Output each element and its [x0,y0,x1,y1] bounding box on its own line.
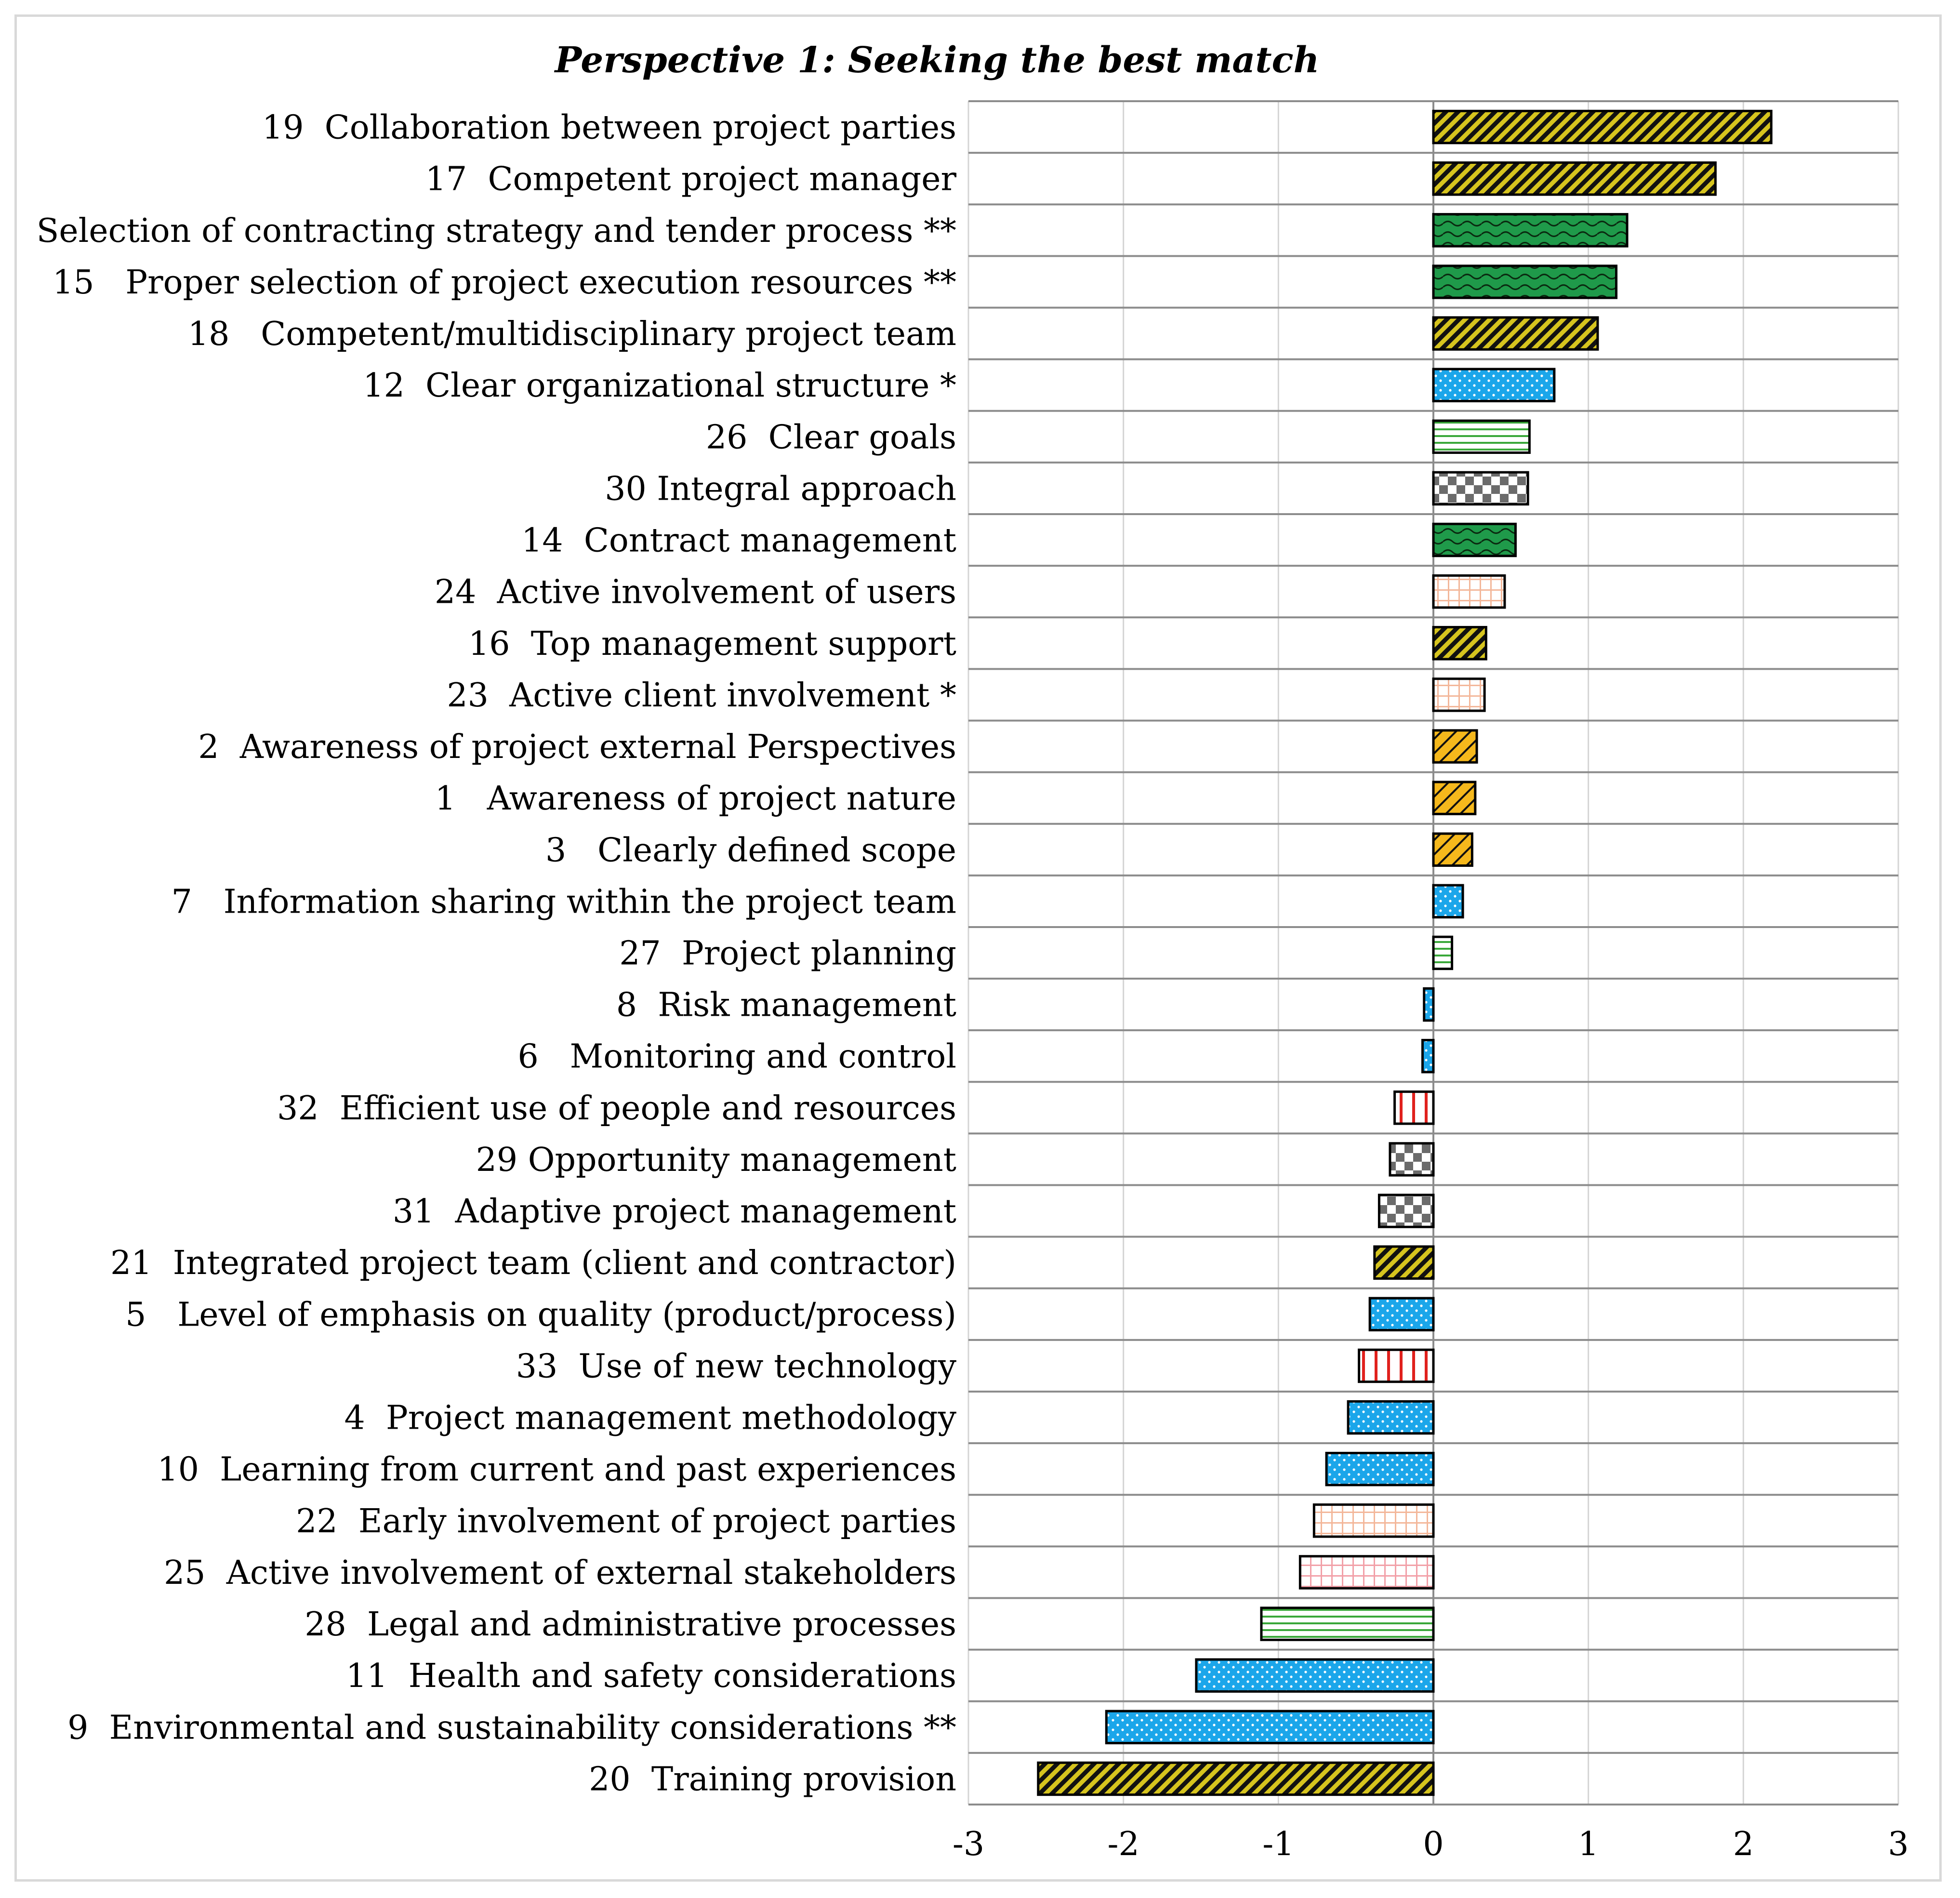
bar [1432,677,1486,712]
bar [1325,1452,1435,1487]
x-tick-label: 0 [1423,1825,1444,1863]
bar [1037,1761,1435,1796]
bar [1377,1194,1435,1228]
bar [1105,1710,1435,1745]
category-label: 2 Awareness of project external Perspect… [198,728,956,766]
bar [1432,935,1454,970]
category-label: 9 Environmental and sustainability consi… [67,1709,956,1747]
category-label: 30 Integral approach [605,470,956,508]
category-label: 19 Collaboration between project parties [262,109,956,147]
category-label: 3 Clearly defined scope [545,831,956,869]
category-label: 21 Integrated project team (client and c… [110,1244,956,1282]
bar [1373,1245,1435,1280]
x-tick-label: -1 [1262,1825,1294,1863]
category-label: 23 Active client involvement * [447,677,956,715]
category-label: 28 Legal and administrative processes [305,1606,956,1644]
bar [1423,987,1435,1022]
bar [1312,1503,1435,1538]
x-tick-label: 1 [1578,1825,1599,1863]
category-label: 25 Active involvement of external stakeh… [164,1554,956,1592]
category-label: 18 Competent/multidisciplinary project t… [188,315,956,353]
bar [1432,781,1477,815]
bar [1389,1142,1435,1177]
category-label: 20 Training provision [589,1760,956,1798]
category-label: 22 Early involvement of project parties [296,1502,956,1540]
bar [1421,1039,1435,1074]
x-tick-label: 2 [1733,1825,1754,1863]
category-label: 17 Competent project manager [425,160,957,199]
category-label: 13 Selection of contracting strategy and… [17,212,956,250]
category-label: 14 Contract management [521,522,956,560]
category-label: 10 Learning from current and past experi… [157,1451,956,1489]
category-label: 8 Risk management [616,986,956,1024]
x-tick-label: -3 [953,1825,984,1863]
category-label: 29 Opportunity management [476,1141,956,1179]
bars-layer [1037,109,1773,1796]
category-label: 16 Top management support [468,625,956,663]
bar [1347,1400,1435,1435]
category-label: 27 Project planning [619,935,956,973]
category-label: 4 Project management methodology [344,1399,956,1437]
category-label: 12 Clear organizational structure * [363,367,956,405]
bar [1298,1555,1435,1590]
category-labels: 19 Collaboration between project parties… [17,109,957,1799]
chart-title: Perspective 1: Seeking the best match [554,40,1320,81]
category-label: 15 Proper selection of project execution… [53,264,956,302]
x-axis-ticks: -3 -2 -1 0 1 2 3 [953,1825,1909,1863]
bar [1432,109,1773,145]
bar [1432,522,1517,557]
bar [1393,1090,1435,1125]
category-label: 5 Level of emphasis on quality (product/… [125,1296,956,1334]
bar [1368,1297,1435,1332]
bar [1432,626,1487,661]
bar [1432,265,1618,299]
bar [1358,1348,1435,1383]
bar [1432,316,1599,351]
bar [1432,729,1478,764]
bar [1432,368,1556,402]
chart-frame: Perspective 1: Seeking the best match 19… [14,14,1942,1882]
bar [1432,161,1717,196]
bar [1195,1658,1435,1693]
category-label: 33 Use of new technology [516,1347,957,1385]
bar [1432,574,1506,609]
grid-layer [967,100,1899,1805]
category-label: 11 Health and safety considerations [346,1657,956,1695]
bar [1432,832,1473,867]
category-label: 31 Adaptive project management [393,1193,956,1231]
bar [1432,419,1531,454]
bar [1432,884,1464,919]
bar [1432,213,1629,248]
x-tick-label: 3 [1888,1825,1908,1863]
bar-chart: Perspective 1: Seeking the best match 19… [17,40,1909,1863]
category-label: 6 Monitoring and control [518,1038,957,1076]
category-label: 7 Information sharing within the project… [172,883,956,921]
bar [1432,471,1529,506]
x-tick-label: -2 [1108,1825,1139,1863]
category-label: 32 Efficient use of people and resources [277,1089,956,1128]
bar [1260,1606,1435,1641]
category-label: 24 Active involvement of users [435,573,956,611]
category-label: 1 Awareness of project nature [435,780,956,818]
category-label: 26 Clear goals [706,418,956,456]
